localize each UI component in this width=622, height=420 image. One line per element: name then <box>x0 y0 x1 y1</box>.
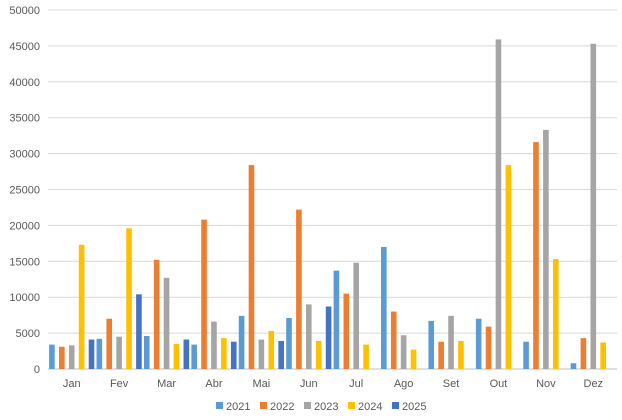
x-tick-label: Jul <box>349 378 363 390</box>
bar-2025-Jan <box>88 339 95 369</box>
y-tick-label: 35000 <box>9 113 40 125</box>
x-tick-label: Jun <box>300 378 318 390</box>
x-tick-label: Mar <box>157 378 176 390</box>
bar-2023-Jul <box>353 262 360 369</box>
gridlines <box>48 9 617 370</box>
bar-2022-Jul <box>343 293 350 369</box>
bar-2021-Out <box>475 318 482 369</box>
bar-2025-Jun <box>325 306 332 369</box>
y-tick-label: 40000 <box>9 77 40 89</box>
bar-2024-Mai <box>268 330 275 369</box>
legend-label: 2021 <box>226 401 250 413</box>
y-tick-label: 20000 <box>9 220 40 232</box>
bar-2023-Out <box>495 39 502 370</box>
y-tick-label: 30000 <box>9 149 40 161</box>
bar-2021-Jul <box>333 270 340 369</box>
x-tick-label: Fev <box>110 378 129 390</box>
bar-2023-Jun <box>305 304 312 369</box>
bar-2022-Set <box>438 341 444 369</box>
legend-swatch <box>216 402 223 409</box>
bar-2021-Mar <box>143 335 150 369</box>
legend-label: 2025 <box>402 401 426 413</box>
bar-2025-Mai <box>278 340 284 369</box>
bar-2024-Jan <box>78 244 85 369</box>
bar-2023-Fev <box>116 336 122 369</box>
y-tick-label: 5000 <box>16 328 40 340</box>
legend-swatch <box>392 402 399 409</box>
legend-label: 2023 <box>314 401 338 413</box>
bar-2022-Fev <box>106 318 113 369</box>
bar-2024-Mar <box>173 343 180 369</box>
x-tick-label: Mai <box>253 378 271 390</box>
x-tick-label: Jan <box>63 378 81 390</box>
y-tick-label: 50000 <box>9 5 40 17</box>
bar-2021-Set <box>428 320 435 369</box>
bar-2023-Jan <box>68 345 75 369</box>
y-tick-label: 10000 <box>9 292 40 304</box>
legend-label: 2024 <box>358 401 382 413</box>
y-tick-label: 25000 <box>9 185 40 197</box>
bar-2021-Jan <box>49 344 55 369</box>
bar-2021-Jun <box>286 318 292 369</box>
bar-2021-Nov <box>523 341 529 369</box>
bar-2021-Abr <box>191 344 197 369</box>
legend: 2021 2022 2023 2024 2025 <box>216 401 426 413</box>
bar-2025-Fev <box>136 294 142 369</box>
legend-swatch <box>348 402 355 409</box>
bar-2023-Mai <box>258 339 265 369</box>
x-tick-label: Nov <box>536 378 556 390</box>
y-tick-label: 0 <box>34 364 40 376</box>
y-axis: 0 5000 10000 15000 20000 25000 30000 35000 40000… <box>9 5 40 376</box>
bar-2022-Dez <box>580 338 587 369</box>
bar-2024-Jul <box>363 344 369 369</box>
y-tick-label: 15000 <box>9 256 40 268</box>
bar-2025-Mar <box>183 339 190 369</box>
y-tick-label: 45000 <box>9 41 40 53</box>
bar-2021-Ago <box>381 246 387 369</box>
x-tick-label: Ago <box>394 378 414 390</box>
legend-swatch <box>304 402 311 409</box>
x-tick-label: Abr <box>205 378 222 390</box>
bar-2024-Ago <box>410 349 417 369</box>
bar-2022-Abr <box>201 219 207 369</box>
bar-2022-Out <box>485 326 492 369</box>
bar-2023-Dez <box>590 43 597 369</box>
bar-2025-Abr <box>230 341 237 369</box>
bar-2023-Abr <box>211 321 217 369</box>
bar-2023-Ago <box>400 335 407 369</box>
x-axis: Jan Fev Mar Abr Mai Jun Jul Ago Set Out Nov Dez <box>63 378 603 390</box>
bar-2024-Out <box>505 165 512 369</box>
bar-2021-Dez <box>570 363 577 369</box>
x-tick-label: Out <box>490 378 508 390</box>
bar-2022-Mar <box>153 259 160 369</box>
bar-2022-Jun <box>296 209 302 369</box>
bar-2021-Fev <box>96 338 103 369</box>
bar-2022-Ago <box>390 311 397 369</box>
bar-2022-Jan <box>59 346 65 369</box>
bar-2024-Set <box>458 340 464 369</box>
bar-2023-Nov <box>543 129 549 369</box>
bar-2023-Mar <box>163 277 170 369</box>
bar-2021-Mai <box>238 315 245 369</box>
bar-2022-Mai <box>248 165 255 369</box>
bar-2024-Abr <box>221 338 227 369</box>
legend-label: 2022 <box>270 401 294 413</box>
bar-2024-Fev <box>126 228 132 369</box>
bar-2024-Dez <box>600 342 606 369</box>
bar-2024-Nov <box>552 259 559 369</box>
x-tick-label: Dez <box>584 378 604 390</box>
bar-2022-Nov <box>533 142 539 369</box>
bar-2024-Jun <box>315 340 322 369</box>
legend-swatch <box>260 402 267 409</box>
bar-2023-Set <box>448 315 454 369</box>
x-tick-label: Set <box>443 378 460 390</box>
bars <box>49 39 606 370</box>
